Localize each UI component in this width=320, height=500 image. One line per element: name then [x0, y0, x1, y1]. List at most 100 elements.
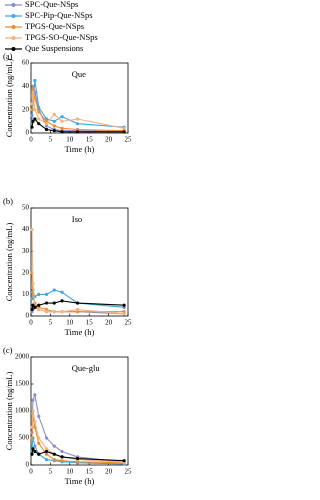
data-point: [33, 449, 37, 454]
legend-label: TPGS-SO-Que-NSps: [25, 32, 98, 42]
x-tick-label: 20: [105, 468, 113, 476]
y-axis-label: Concentration (ng/mL): [4, 372, 14, 451]
data-point: [37, 292, 41, 296]
chart-title: Que: [72, 69, 86, 79]
data-point: [37, 452, 41, 456]
data-point: [122, 126, 126, 130]
y-tick-label: 10: [22, 290, 30, 298]
data-point: [33, 305, 37, 309]
x-tick-label: 5: [49, 319, 53, 327]
legend-marker: [11, 14, 16, 18]
y-tick-label: 0: [26, 461, 30, 469]
data-point: [33, 117, 37, 121]
y-tick-label: 500: [19, 434, 30, 442]
x-tick-label: 25: [125, 319, 133, 327]
data-point: [44, 292, 49, 296]
x-tick-label: 15: [86, 136, 94, 144]
legend-label: SPC-Pip-Que-NSps: [25, 10, 93, 20]
y-tick-label: 1500: [15, 380, 30, 388]
data-point: [30, 108, 34, 112]
figure: SPC-Que-NSpsSPC-Pip-Que-NSpsTPGS-Que-NSp…: [3, 0, 133, 486]
data-point: [33, 78, 37, 83]
data-point: [60, 290, 64, 294]
y-axis-label: Concentration (ng/mL): [4, 59, 14, 138]
data-point: [30, 425, 34, 429]
x-tick-label: 0: [29, 468, 33, 476]
data-point: [44, 447, 49, 451]
data-point: [33, 108, 37, 112]
data-point: [31, 282, 35, 286]
data-point: [30, 228, 34, 232]
data-point: [30, 125, 34, 129]
x-axis-label: Time (h): [65, 327, 95, 337]
data-point: [44, 436, 49, 440]
data-point: [60, 126, 64, 130]
y-tick-label: 2000: [15, 353, 30, 361]
data-point: [37, 303, 41, 307]
legend-marker: [11, 25, 16, 29]
data-point: [31, 119, 35, 123]
legend-marker: [11, 47, 16, 51]
y-tick-label: 60: [22, 59, 30, 67]
chart-title: Que-glu: [72, 363, 101, 373]
x-tick-label: 25: [125, 468, 133, 476]
x-tick-label: 20: [105, 136, 113, 144]
y-tick-label: 20: [22, 105, 30, 113]
data-point: [52, 119, 56, 123]
data-point: [44, 122, 49, 126]
y-tick-label: 1000: [15, 407, 30, 415]
data-point: [33, 444, 37, 448]
data-point: [75, 122, 80, 126]
data-point: [37, 414, 41, 418]
legend-label: SPC-Que-NSps: [25, 0, 78, 9]
data-point: [30, 436, 34, 440]
legend-marker: [11, 36, 16, 40]
y-tick-label: 0: [26, 129, 30, 137]
x-tick-label: 10: [66, 319, 74, 327]
panel-label: (b): [3, 196, 13, 206]
data-point: [52, 112, 56, 116]
data-point: [60, 310, 64, 314]
y-tick-label: 20: [22, 268, 30, 276]
data-point: [52, 301, 56, 305]
data-point: [33, 393, 37, 397]
x-tick-label: 15: [86, 319, 94, 327]
x-tick-label: 10: [66, 136, 74, 144]
data-point: [75, 117, 80, 121]
data-point: [60, 299, 64, 303]
data-point: [60, 119, 64, 123]
data-point: [44, 127, 49, 132]
data-point: [52, 452, 56, 456]
data-point: [60, 449, 64, 454]
data-point: [60, 459, 64, 463]
x-tick-label: 0: [29, 136, 33, 144]
x-axis-label: Time (h): [65, 144, 95, 154]
data-point: [60, 115, 64, 119]
data-point: [44, 310, 49, 314]
legend-label: TPGS-Que-NSps: [25, 21, 84, 31]
data-point: [60, 455, 64, 459]
data-point: [122, 312, 126, 316]
data-point: [30, 307, 34, 312]
plot-frame: [30, 62, 129, 134]
legend-label: Que Suspensions: [25, 43, 83, 53]
legend-marker: [11, 3, 16, 7]
data-point: [31, 447, 35, 451]
x-tick-label: 5: [49, 136, 53, 144]
x-tick-label: 25: [125, 136, 133, 144]
data-point: [37, 122, 41, 126]
panel-label: (c): [3, 345, 13, 355]
data-point: [31, 84, 35, 88]
data-point: [52, 288, 56, 292]
data-point: [122, 130, 126, 134]
data-point: [122, 459, 126, 463]
data-point: [44, 458, 49, 462]
chart-title: Iso: [72, 214, 82, 224]
data-point: [122, 303, 126, 307]
data-point: [33, 420, 37, 424]
data-point: [52, 458, 56, 462]
data-point: [37, 441, 41, 445]
x-tick-label: 10: [66, 468, 74, 476]
data-point: [75, 301, 80, 305]
data-point: [37, 436, 41, 440]
